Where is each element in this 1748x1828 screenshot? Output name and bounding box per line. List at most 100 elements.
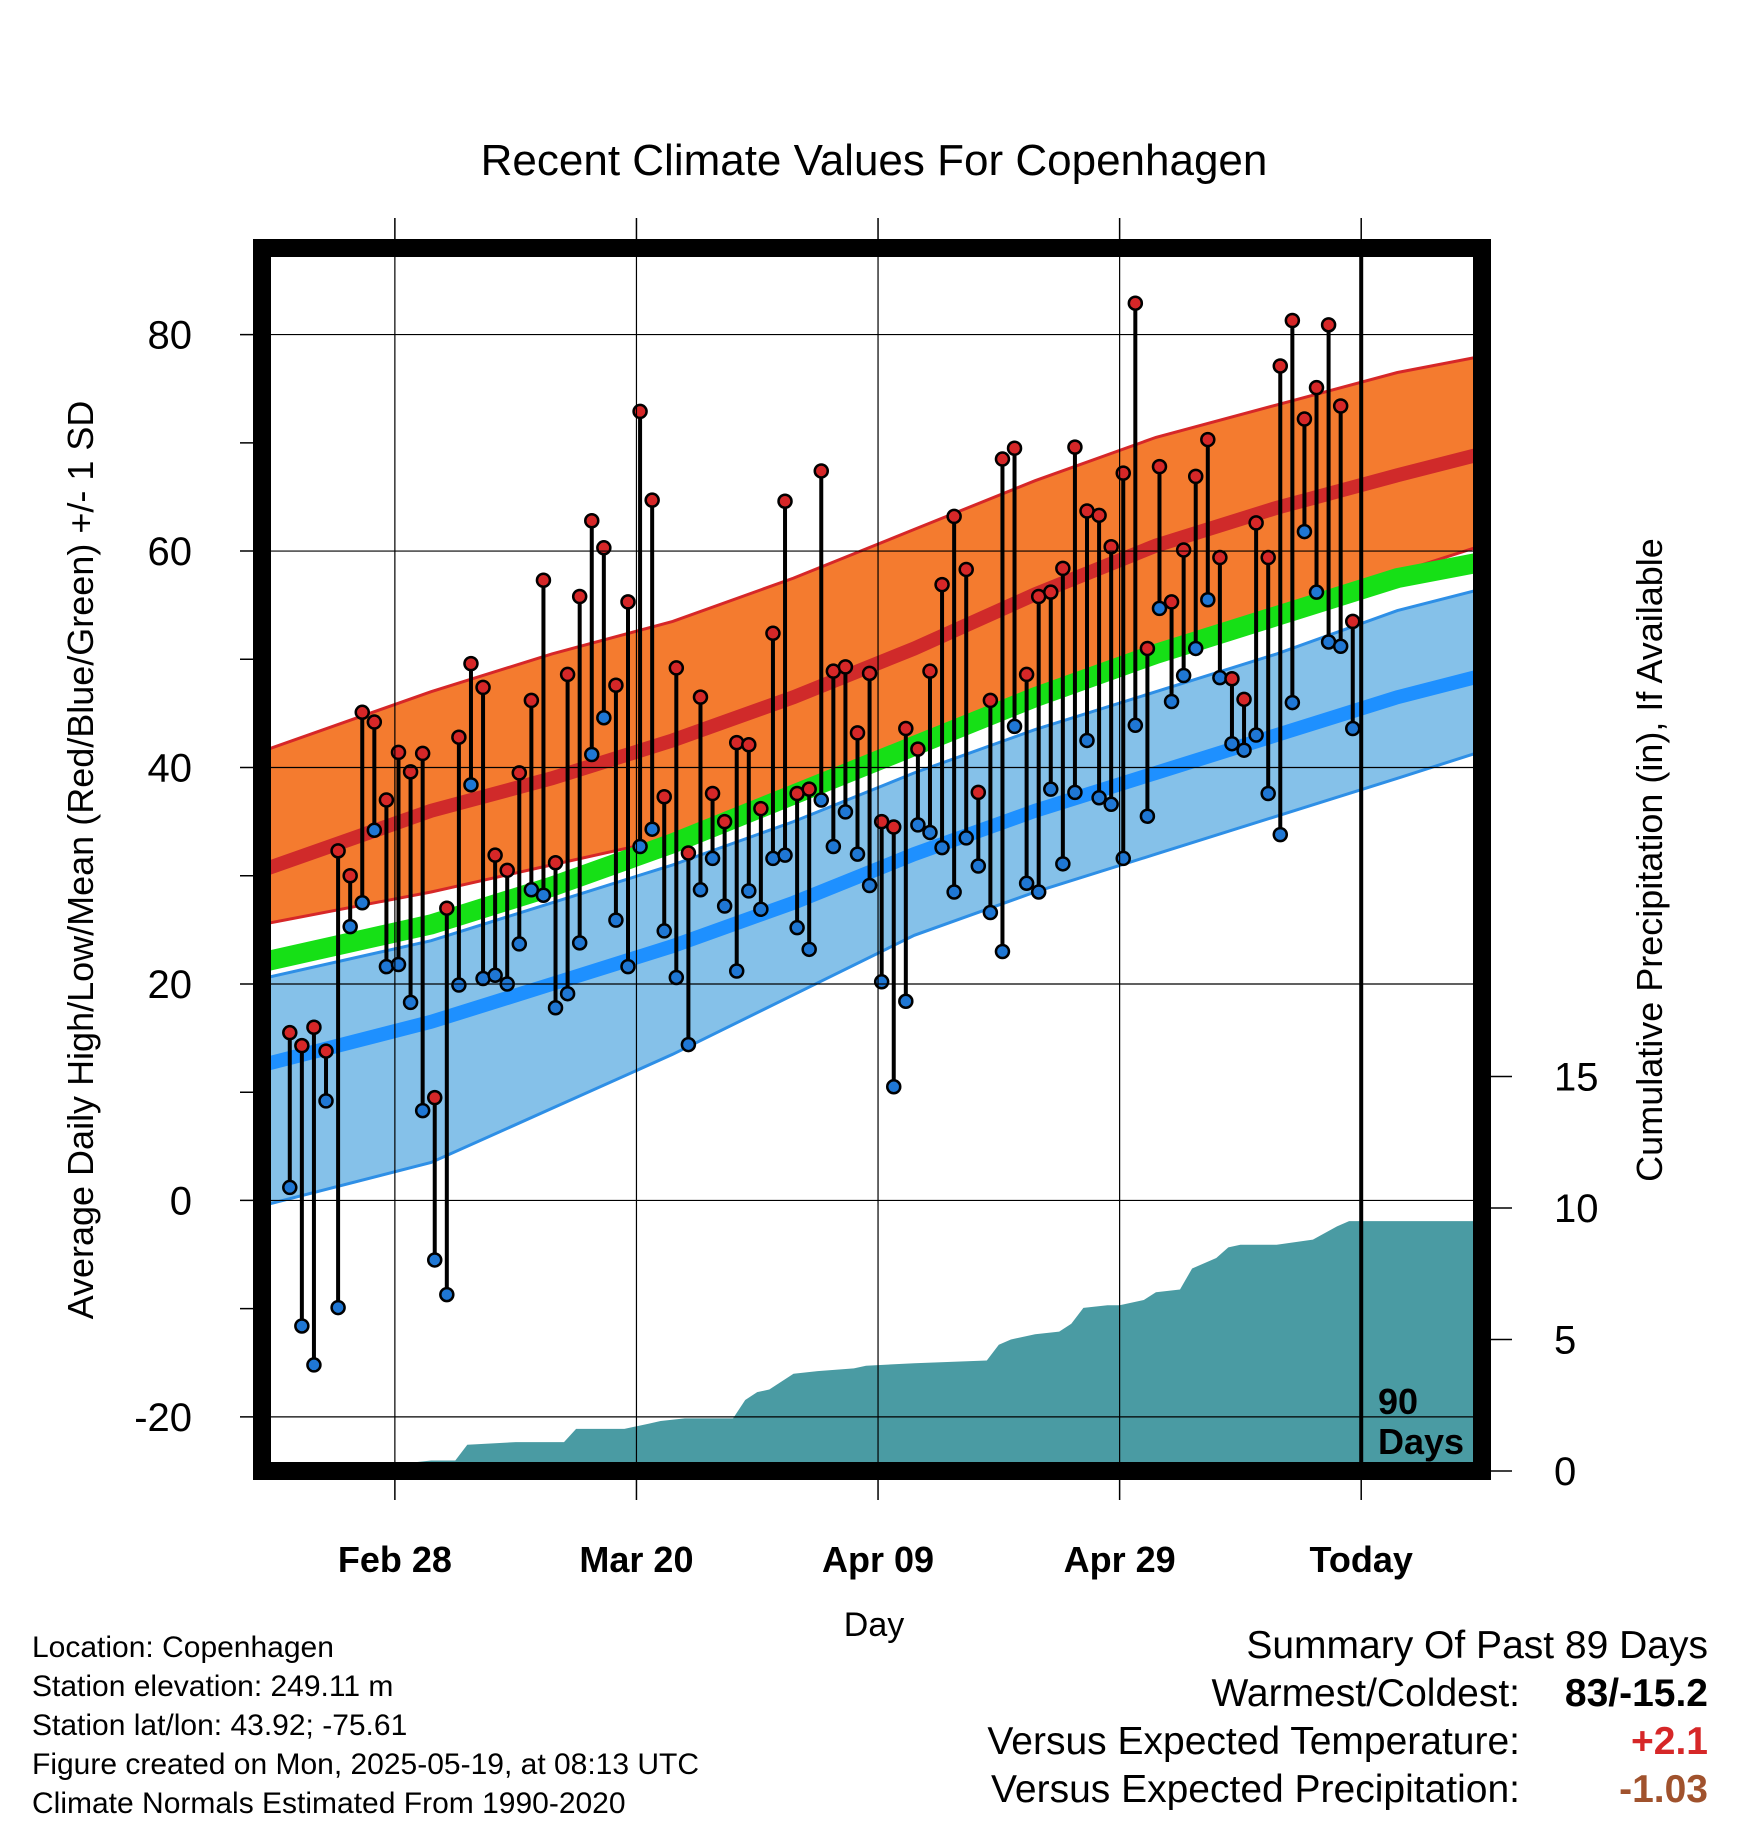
daily-low-point [885,1079,902,1095]
daily-low-point [439,1286,455,1303]
daily-low-point [1248,727,1264,743]
daily-low-point [716,898,733,914]
daily-high-point [1127,295,1144,311]
daily-low-point [414,1102,431,1119]
daily-high-point [584,512,600,529]
y-axis-title-right: Cumulative Precipitation (in), If Availa… [1629,538,1670,1182]
daily-low-point [620,958,636,975]
daily-high-point [1308,379,1325,396]
daily-low-point [535,887,552,903]
daily-low-point [1103,796,1119,813]
daily-high-point [885,819,902,835]
daily-high-point [390,744,407,761]
daily-high-point [849,725,866,741]
daily-low-point [1043,781,1059,797]
y-left-tick-label: 80 [148,314,193,358]
daily-low-point [1175,667,1192,684]
daily-low-point [390,956,407,973]
daily-low-point [1332,638,1349,655]
daily-high-point [958,561,974,578]
daily-high-point [378,792,395,808]
daily-low-point [668,969,685,986]
daily-high-point [1212,549,1228,566]
daily-low-point [354,895,371,911]
daily-high-point [632,403,648,420]
daily-high-point [716,813,733,830]
daily-high-point [451,729,467,745]
daily-high-point [1187,468,1204,485]
daily-low-point [342,918,358,935]
daily-low-point [958,830,974,846]
daily-high-point [777,493,793,510]
daily-high-point [910,741,926,757]
axis-ticks: 80 60 40 20 0 -20 15 10 5 0 Feb 28 Mar 20 Apr 09 Apr … [134,218,1599,1580]
daily-low-point [451,977,467,993]
daily-high-point [692,689,709,705]
y-left-tick-label: 0 [170,1179,192,1223]
daily-low-point [1139,808,1156,824]
today-days-count: 90 [1378,1381,1418,1422]
daily-low-point [873,974,890,990]
daily-low-point [282,1179,298,1196]
daily-low-point [1091,790,1107,806]
daily-high-point [1043,584,1059,600]
daily-low-point [1236,742,1252,758]
daily-high-point [934,576,950,593]
daily-low-point [1163,693,1180,710]
daily-high-point [294,1037,310,1054]
y-left-tick-label: 60 [148,530,193,574]
normal-low-mean-line [262,668,1482,1072]
daily-high-point [547,854,564,871]
daily-high-point [1163,594,1180,610]
daily-high-point [898,720,914,737]
daily-low-point [861,877,878,894]
precip-vs-expected-value: -1.03 [1619,1768,1708,1811]
daily-high-point [837,659,854,675]
daily-low-point [656,923,672,939]
normal-low-upper-line [262,587,1482,981]
daily-low-point [837,804,854,820]
daily-high-point [922,663,938,679]
daily-low-point [511,936,528,952]
daily-low-point [571,935,588,951]
daily-high-point [571,588,588,605]
daily-low-point [789,919,805,936]
daily-low-point [294,1318,310,1334]
daily-low-point [1151,600,1168,617]
y-left-tick-label: 40 [148,747,193,791]
station-info: Location: Copenhagen Station elevation: … [32,1628,699,1823]
daily-low-point [330,1299,346,1316]
daily-high-point [801,781,817,797]
daily-low-point [741,883,757,899]
today-days-label: Days [1378,1421,1464,1462]
summary-panel: Summary Of Past 89 Days Warmest/Coldest:… [987,1622,1708,1814]
daily-low-point [487,967,503,984]
daily-low-point [1055,856,1071,872]
plot-area [262,295,1482,1471]
daily-high-point [596,540,612,556]
daily-high-point [861,665,878,682]
daily-high-point [366,714,383,730]
daily-low-point [1284,694,1301,711]
daily-high-point [511,765,528,781]
daily-high-point [741,737,757,753]
daily-high-point [1332,398,1349,414]
daily-low-point [596,709,612,726]
chart-title: Recent Climate Values For Copenhagen [481,136,1268,185]
daily-high-point [608,677,624,693]
daily-markers [282,295,1361,1373]
daily-low-point [934,839,950,856]
daily-high-point [1320,317,1337,333]
daily-high-point [753,800,769,817]
daily-high-point [1224,671,1240,687]
daily-low-point [1200,591,1216,608]
daily-low-point [644,821,660,837]
daily-low-point [1260,785,1276,802]
daily-high-point [1151,458,1168,475]
plot-frame [253,239,1491,1480]
x-axis-title: Day [844,1606,904,1644]
daily-low-point [1067,784,1083,801]
daily-low-point [306,1357,322,1373]
daily-low-point [728,963,745,979]
